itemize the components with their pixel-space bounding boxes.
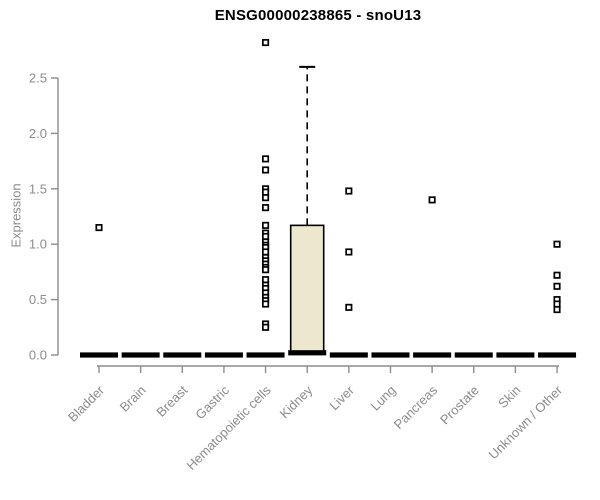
x-category-label: Kidney bbox=[277, 382, 316, 421]
median-bar bbox=[80, 352, 118, 358]
median-bar bbox=[413, 352, 452, 358]
y-tick-label: 1.0 bbox=[29, 237, 47, 252]
y-tick-label: 1.5 bbox=[29, 181, 47, 196]
x-category-label: Liver bbox=[326, 382, 357, 413]
outlier-point bbox=[262, 248, 270, 256]
outlier-point bbox=[345, 303, 353, 311]
median-bar bbox=[163, 352, 202, 358]
x-category-label: Pancreas bbox=[391, 382, 441, 432]
outlier-point bbox=[345, 187, 353, 195]
chart-title: ENSG00000238865 - snoU13 bbox=[214, 7, 422, 24]
outlier-point bbox=[262, 221, 270, 229]
outlier-point bbox=[262, 300, 270, 308]
y-tick-label: 0.5 bbox=[29, 292, 47, 307]
median-bar bbox=[538, 352, 577, 358]
x-category-label: Bladder bbox=[65, 382, 108, 425]
outlier-point bbox=[262, 194, 270, 202]
median-bar bbox=[204, 352, 243, 358]
x-category-label: Breast bbox=[153, 382, 190, 419]
y-tick-label: 2.0 bbox=[29, 126, 47, 141]
x-category-label: Lung bbox=[368, 383, 399, 414]
outlier-point bbox=[553, 306, 561, 314]
outlier-point bbox=[262, 166, 270, 174]
y-tick-label: 0.0 bbox=[29, 348, 47, 363]
x-category-label: Unknown / Other bbox=[486, 382, 566, 462]
outlier-point bbox=[553, 282, 561, 290]
x-category-label: Gastric bbox=[192, 382, 232, 422]
median-bar bbox=[246, 352, 285, 358]
median-bar bbox=[371, 352, 410, 358]
outlier-point bbox=[262, 232, 270, 240]
outlier-point bbox=[553, 300, 561, 308]
outlier-point bbox=[262, 323, 270, 331]
x-category-label: Skin bbox=[495, 383, 523, 411]
outlier-point bbox=[553, 271, 561, 279]
outlier-point bbox=[262, 276, 270, 284]
outlier-point bbox=[262, 38, 270, 47]
median-bar bbox=[496, 352, 535, 358]
box-iqr bbox=[289, 224, 325, 355]
outlier-point bbox=[95, 224, 103, 232]
outlier-point bbox=[345, 248, 353, 256]
outlier-point bbox=[262, 188, 270, 196]
median-bar bbox=[121, 352, 160, 358]
median-bar bbox=[288, 350, 327, 356]
outlier-point bbox=[262, 266, 270, 274]
x-category-label: Brain bbox=[117, 383, 149, 415]
outlier-point bbox=[262, 155, 270, 163]
outlier-point bbox=[262, 204, 270, 212]
y-axis-label: Expression bbox=[8, 183, 24, 248]
median-bar bbox=[454, 352, 493, 358]
x-category-label: Prostate bbox=[437, 383, 482, 428]
median-bar bbox=[329, 352, 368, 358]
y-tick-label: 2.5 bbox=[29, 71, 47, 86]
outlier-point bbox=[428, 196, 436, 204]
outlier-point bbox=[553, 240, 561, 248]
